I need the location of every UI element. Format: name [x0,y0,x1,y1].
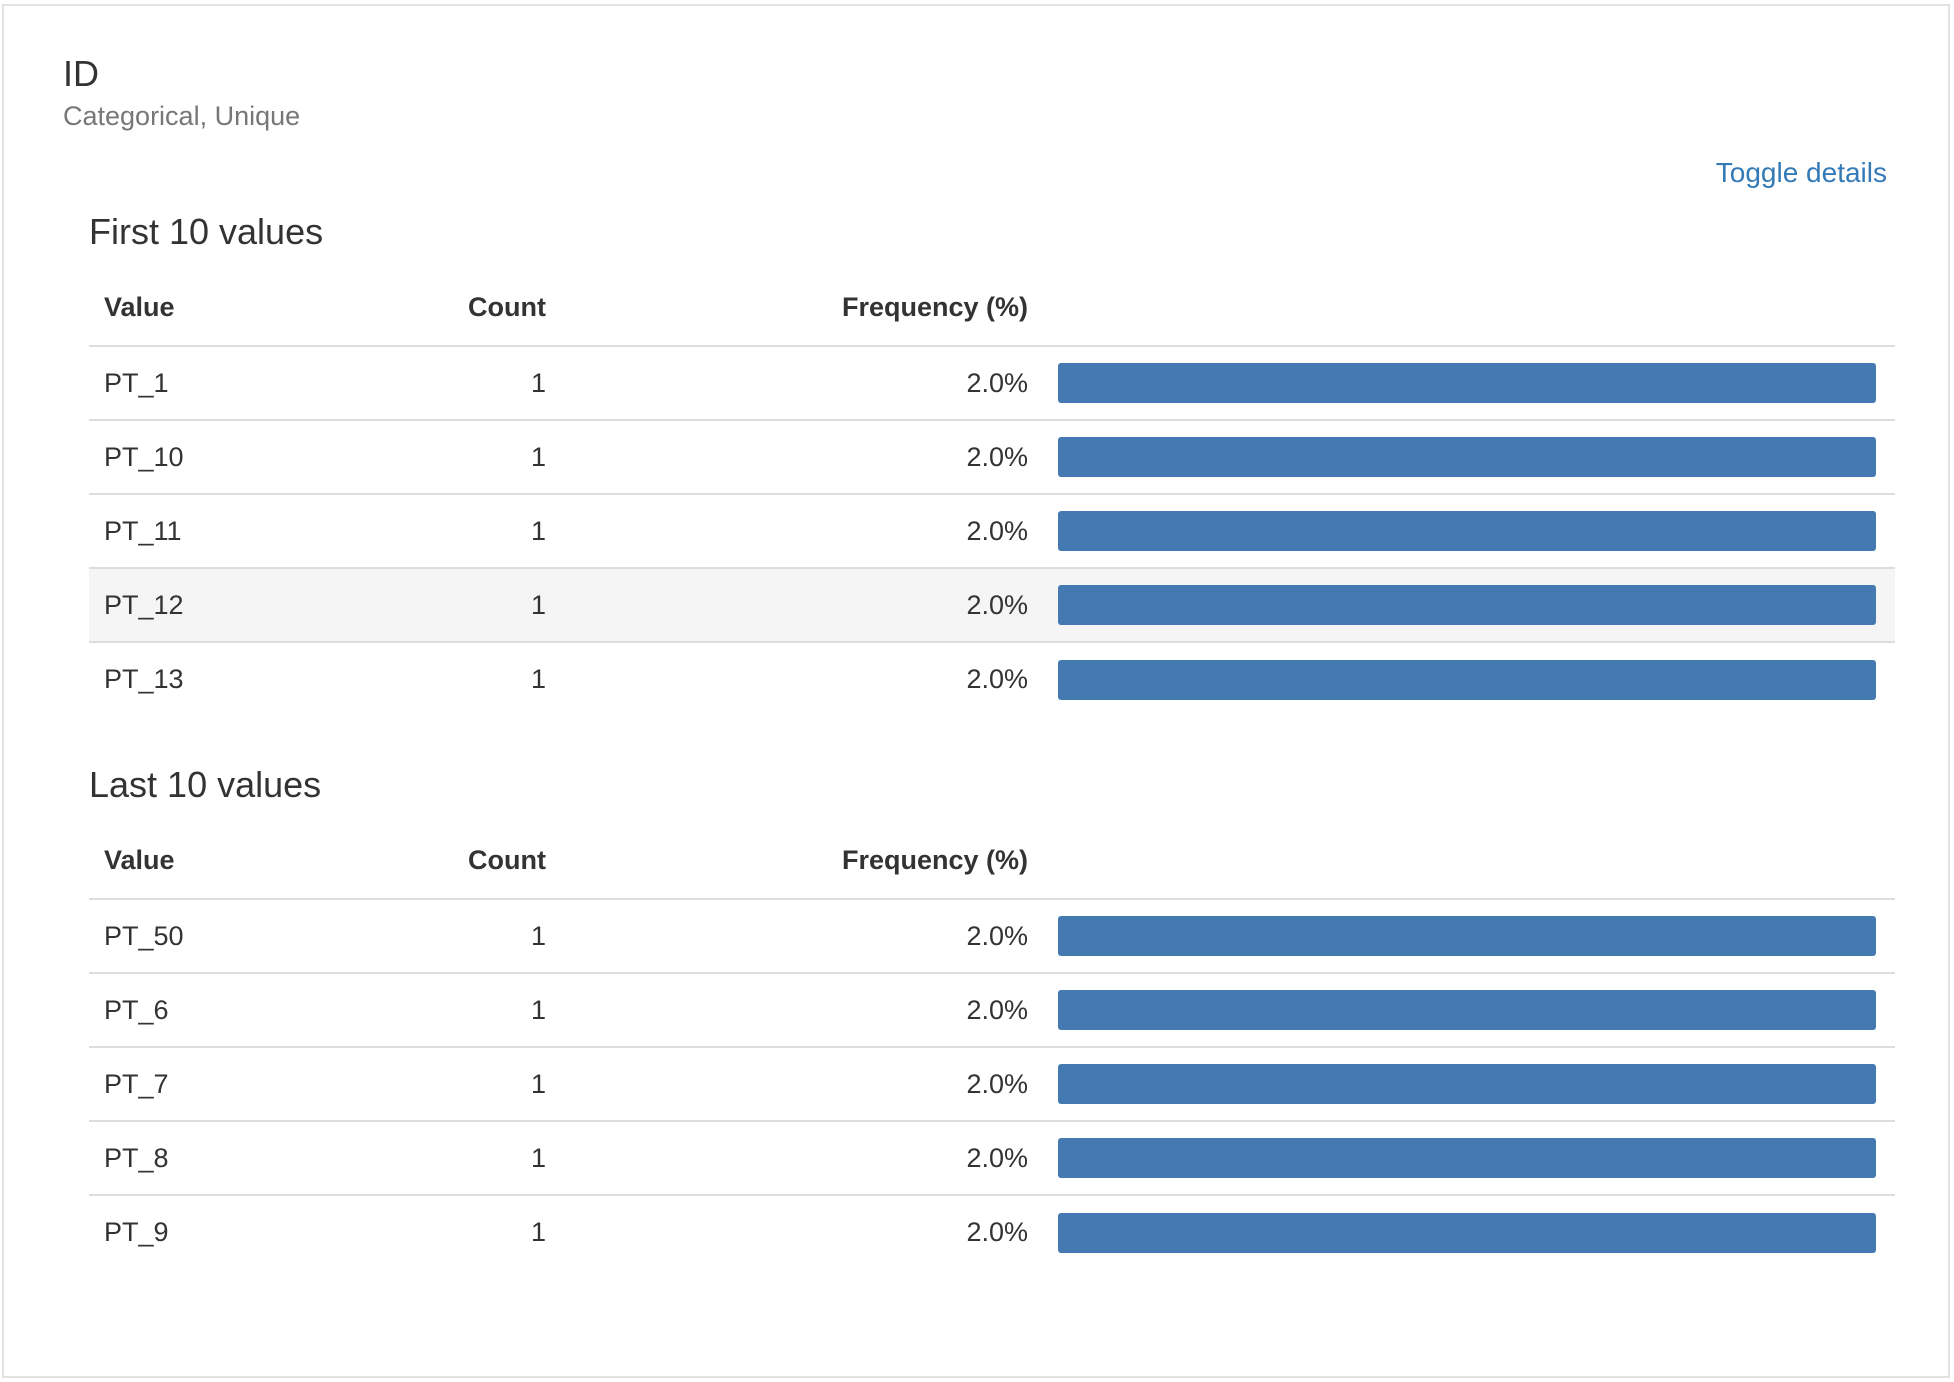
cell-value: PT_11 [89,494,399,569]
cell-count: 1 [399,1047,561,1122]
toggle-details-link[interactable]: Toggle details [1715,157,1887,188]
frequency-bar-track [1058,916,1876,956]
cell-value: PT_13 [104,664,184,694]
cell-frequency: 2.0% [966,1217,1028,1247]
frequency-bar-track [1058,1138,1876,1178]
cell-count: 1 [399,568,561,643]
frequency-bar-track [1058,659,1876,700]
cell-frequency: 2.0% [561,973,1043,1048]
frequency-bar-track [1058,585,1876,625]
table-header-row: Value Count Frequency (%) [89,270,1895,347]
table-row: PT_12 1 2.0% [89,568,1895,643]
cell-value: PT_7 [89,1047,399,1122]
bar-header [1043,823,1895,900]
variable-card: ID Categorical, Unique Toggle details Fi… [2,4,1950,1378]
cell-frequency-bar [1043,973,1895,1048]
table-row: PT_6 1 2.0% [89,973,1895,1048]
cell-frequency-bar [1043,1195,1895,1269]
frequency-bar [1058,990,1876,1030]
count-header: Count [399,270,561,347]
count-header: Count [399,823,561,900]
last-values-title: Last 10 values [89,764,322,805]
frequency-bar-track [1058,363,1876,403]
frequency-bar-track [1058,511,1876,551]
table-row: PT_13 1 2.0% [89,642,1895,716]
cell-value: PT_9 [104,1217,169,1247]
cell-frequency-bar [1043,420,1895,495]
bar-header [1043,270,1895,347]
frequency-bar-track [1058,990,1876,1030]
table-row: PT_11 1 2.0% [89,494,1895,569]
frequency-bar [1058,1212,1876,1253]
frequency-bar [1058,585,1876,625]
frequency-bar [1058,511,1876,551]
table-header-row: Value Count Frequency (%) [89,823,1895,900]
cell-value: PT_12 [89,568,399,643]
cell-value: PT_50 [89,899,399,974]
frequency-bar-track [1058,1212,1876,1253]
cell-count: 1 [399,973,561,1048]
table-row: PT_10 1 2.0% [89,420,1895,495]
cell-frequency: 2.0% [561,1047,1043,1122]
cell-frequency-bar [1043,642,1895,716]
frequency-bar-track [1058,437,1876,477]
cell-count: 1 [399,494,561,569]
frequency-bar [1058,363,1876,403]
cell-frequency: 2.0% [561,899,1043,974]
cell-count: 1 [399,1121,561,1196]
cell-frequency-bar [1043,1047,1895,1122]
frequency-header: Frequency (%) [561,823,1043,900]
cell-frequency-bar [1043,346,1895,421]
variable-name: ID [63,53,99,94]
cell-frequency: 2.0% [561,420,1043,495]
frequency-bar [1058,1064,1876,1104]
value-header: Value [89,823,399,900]
cell-count: 1 [530,1217,546,1247]
frequency-header: Frequency (%) [561,270,1043,347]
frequency-bar [1058,437,1876,477]
cell-value: PT_8 [89,1121,399,1196]
table-row: PT_8 1 2.0% [89,1121,1895,1196]
first-values-title: First 10 values [89,211,324,252]
cell-frequency-bar [1043,1121,1895,1196]
cell-frequency: 2.0% [561,346,1043,421]
table-row: PT_1 1 2.0% [89,346,1895,421]
table-row: PT_9 1 2.0% [89,1195,1895,1269]
cell-value: PT_6 [89,973,399,1048]
last-values-body: PT_50 1 2.0% PT_6 1 2.0% PT_7 1 2.0% PT_8 1 2.0% PT_… [89,899,1895,1269]
value-header: Value [89,270,399,347]
cell-frequency-bar [1043,494,1895,569]
last-values-table: Value Count Frequency (%) PT_50 1 2.0% PT_6… [89,823,1895,1269]
first-values-body: PT_1 1 2.0% PT_10 1 2.0% PT_11 1 2.0% PT_12 1 2.0% P… [89,346,1895,716]
cell-count: 1 [530,664,546,694]
frequency-bar-track [1058,1064,1876,1104]
cell-frequency-bar [1043,568,1895,643]
cell-frequency-bar [1043,899,1895,974]
frequency-bar [1058,659,1876,700]
table-row: PT_7 1 2.0% [89,1047,1895,1122]
cell-count: 1 [399,899,561,974]
variable-type: Categorical, Unique [63,101,301,131]
cell-frequency: 2.0% [561,494,1043,569]
cell-count: 1 [399,346,561,421]
cell-value: PT_10 [89,420,399,495]
cell-value: PT_1 [89,346,399,421]
first-values-table: Value Count Frequency (%) PT_1 1 2.0% PT_10… [89,270,1895,716]
cell-count: 1 [399,420,561,495]
table-row: PT_50 1 2.0% [89,899,1895,974]
frequency-bar [1058,1138,1876,1178]
cell-frequency: 2.0% [561,568,1043,643]
frequency-bar [1058,916,1876,956]
cell-frequency: 2.0% [966,664,1028,694]
cell-frequency: 2.0% [561,1121,1043,1196]
